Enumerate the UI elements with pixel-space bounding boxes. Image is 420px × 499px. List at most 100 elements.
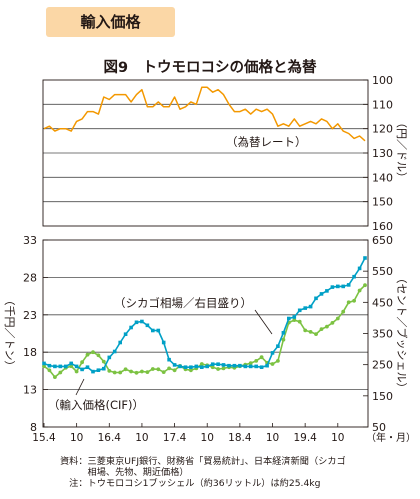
chicago-point (69, 364, 74, 369)
chicago-point (330, 321, 335, 325)
price-xtick-label: 10 (331, 432, 344, 444)
chicago-point (303, 328, 308, 333)
chicago-point (96, 353, 101, 358)
chicago-point (221, 366, 226, 371)
price-right-ytick-label: 550 (372, 265, 393, 278)
note-line-1: 資料：三菱東京UFJ銀行、財務省「貿易統計」、日本経済新聞（シカゴ (60, 456, 346, 467)
cif-point (287, 316, 291, 321)
fx-axis-label: （円／ドル） (395, 117, 408, 183)
cif-point (270, 351, 275, 355)
price-left-ytick-label: 18 (23, 346, 37, 359)
price-right-ytick-label: 250 (372, 359, 393, 372)
chicago-point (335, 316, 340, 321)
fx-ytick-label: 140 (372, 171, 393, 184)
price-left-ytick-label: 13 (23, 384, 37, 397)
cif-point (80, 367, 84, 372)
fx-ytick-label: 110 (372, 98, 393, 111)
chicago-point (123, 367, 128, 372)
cif-point (227, 363, 231, 368)
cif-point (346, 283, 351, 287)
price-right-axis-label: （セント／ブッシェル） (395, 273, 409, 394)
price-right-ytick-label: 650 (372, 234, 393, 247)
chicago-point (172, 368, 177, 373)
price-xtick-label: 15.4 (32, 432, 56, 444)
cif-point (297, 308, 302, 313)
chicago-point (189, 368, 193, 373)
chicago-point (145, 370, 150, 374)
cif-point (363, 256, 367, 260)
cif-point (74, 364, 79, 369)
chicago-point (352, 298, 356, 303)
fx-rate-series-line (43, 86, 366, 142)
section-label-tab: 輸入価格 (46, 7, 175, 37)
cif-point (357, 266, 362, 271)
fx-ytick-label: 150 (372, 196, 393, 209)
cif-point (189, 365, 193, 369)
cif-point (238, 363, 242, 368)
cif-point (85, 365, 90, 369)
fx-ytick-label: 160 (372, 220, 393, 233)
chicago-point (58, 370, 63, 375)
fx-ytick-label: 130 (372, 147, 393, 160)
chicago-point (118, 370, 123, 375)
chicago-point (314, 332, 318, 336)
chicago-point (101, 359, 106, 364)
chicago-point (281, 337, 286, 342)
note-line-2: 相場、先物、期近価格） (60, 467, 189, 478)
chicago-point (167, 366, 172, 371)
cif-point (107, 355, 112, 360)
chicago-point (156, 367, 161, 372)
cif-point (145, 323, 150, 328)
chicago-point (297, 319, 302, 324)
cif-point (205, 364, 209, 369)
chicago-point (129, 369, 134, 374)
chicago-point (259, 355, 264, 360)
price-xtick-label: 19.4 (293, 432, 317, 444)
cif-point (341, 284, 345, 289)
note-line-3: 注：トウモロコシ1ブッシェル（約36リットル）は約25.4kg (60, 478, 321, 489)
chicago-point (80, 360, 84, 365)
cif-point (102, 366, 106, 371)
cif-point (42, 361, 46, 366)
cif-point (151, 328, 155, 333)
chicago-point (216, 367, 221, 371)
chicago-point (210, 365, 215, 370)
cif-leader-line (75, 378, 85, 396)
section-label: 輸入価格 (80, 13, 141, 31)
cif-point (314, 296, 318, 301)
cif-point (112, 349, 117, 354)
fx-plot-frame (42, 79, 369, 227)
price-xtick-label: 10 (266, 432, 279, 444)
chicago-point (341, 309, 346, 314)
chicago-point (85, 352, 90, 357)
cif-point (118, 340, 122, 345)
price-right-ytick-label: 50 (372, 421, 386, 434)
cif-point (91, 369, 95, 374)
chicago-point (325, 324, 329, 329)
chicago-point (161, 370, 166, 374)
cif-point (243, 364, 248, 369)
chicago-point (47, 368, 52, 373)
cif-point (178, 364, 182, 369)
cif-series-label: （輸入価格(CIF)） (48, 398, 144, 412)
cif-point (232, 363, 237, 368)
cif-point (156, 328, 161, 333)
cif-point (292, 315, 297, 319)
cif-point (325, 289, 329, 293)
cif-point (64, 364, 68, 369)
price-right-ytick-label: 350 (372, 328, 393, 341)
fx-ytick-label: 120 (372, 123, 393, 136)
price-right-ytick-label: 150 (372, 390, 393, 403)
cif-point (265, 363, 269, 368)
cif-point (276, 344, 280, 348)
chicago-point (74, 369, 79, 374)
chicago-point (53, 375, 57, 379)
price-xtick-label: 10 (201, 432, 214, 444)
cif-point (308, 304, 313, 309)
cif-point (134, 320, 139, 325)
cif-point (172, 363, 177, 367)
price-left-ytick-label: 33 (23, 234, 37, 247)
chicago-point (199, 362, 204, 366)
cif-point (248, 364, 253, 369)
